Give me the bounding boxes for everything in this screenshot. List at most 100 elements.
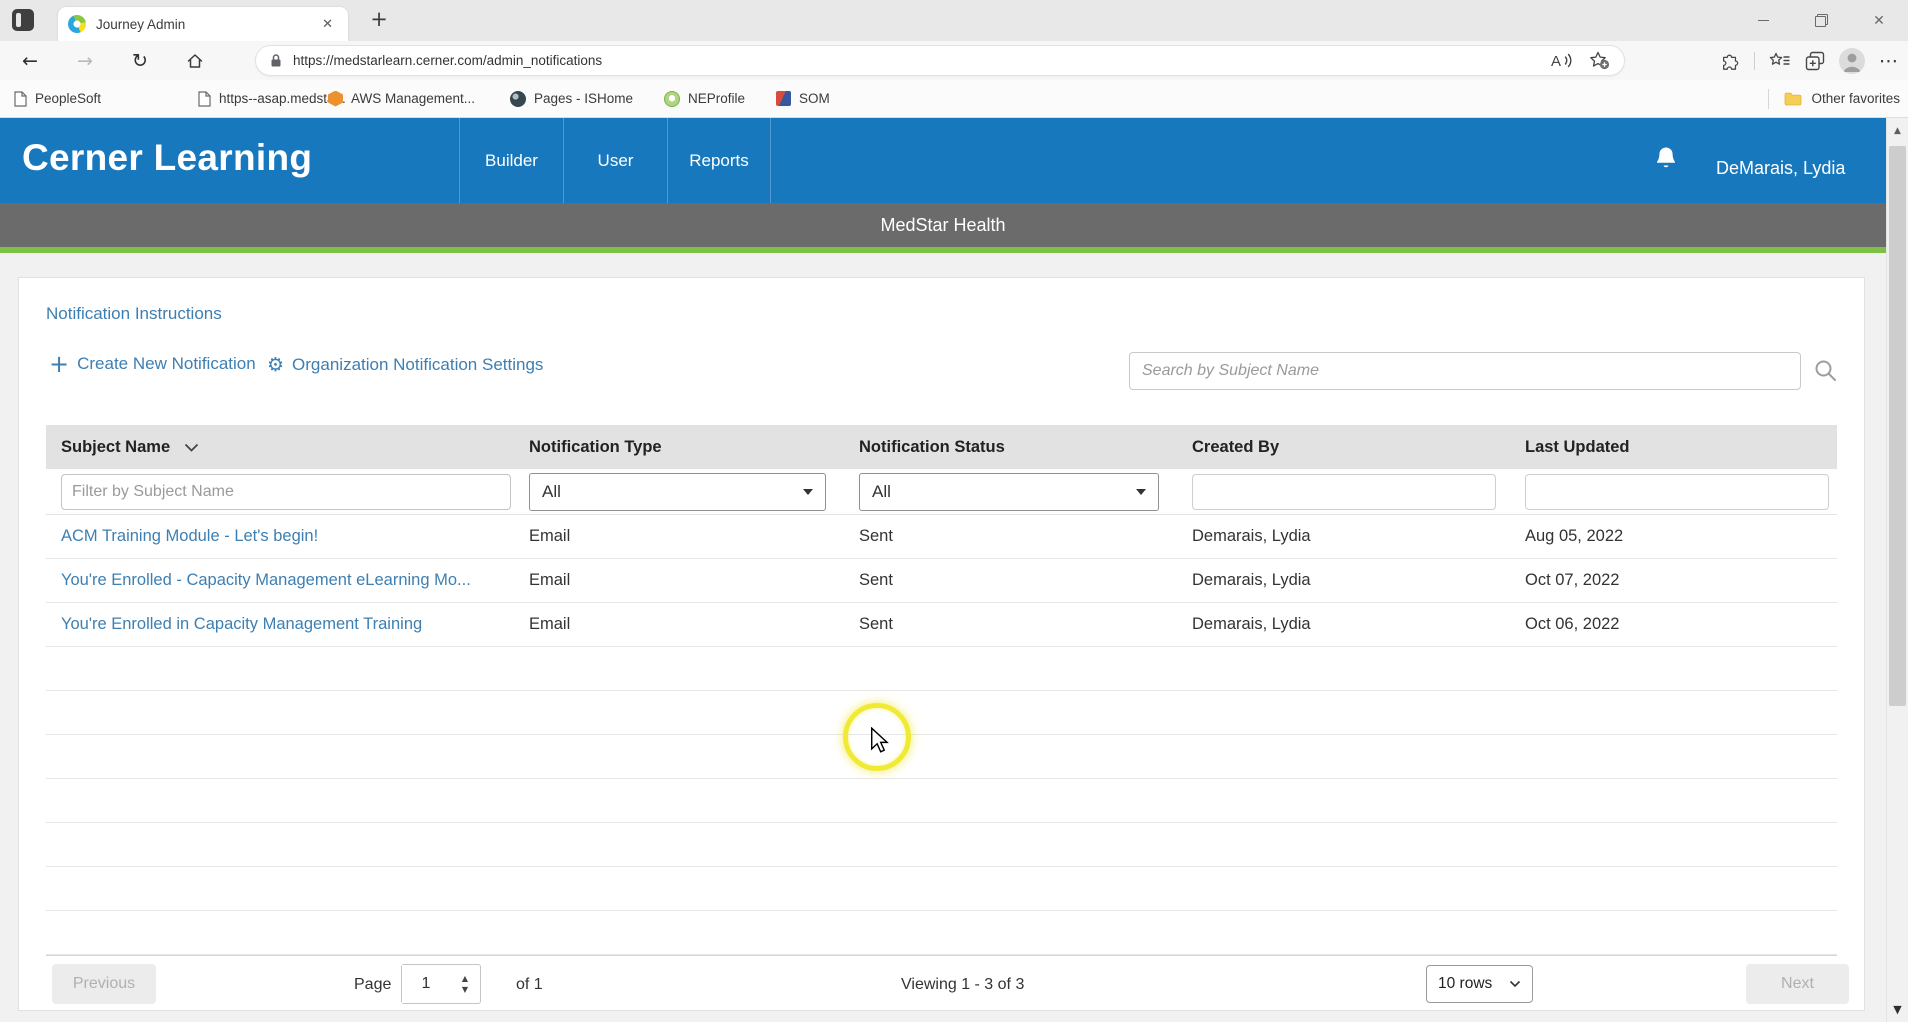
page-count-label: of 1 xyxy=(516,976,543,993)
page-number-input[interactable] xyxy=(402,965,450,1003)
cell-status: Sent xyxy=(859,615,893,633)
cell-type: Email xyxy=(529,615,571,633)
cell-status: Sent xyxy=(859,527,893,545)
app-header: Cerner Learning Builder User Reports DeM… xyxy=(0,118,1886,203)
browser-tab[interactable]: Journey Admin ✕ xyxy=(58,7,348,41)
extensions-button[interactable] xyxy=(1720,51,1740,71)
scroll-up-icon[interactable]: ▲ xyxy=(1894,126,1901,136)
bookmark-aws-management[interactable]: AWS Management... xyxy=(328,80,475,117)
nav-user[interactable]: User xyxy=(563,118,667,203)
forward-button[interactable]: → xyxy=(77,49,93,72)
new-tab-button[interactable]: + xyxy=(370,7,388,31)
brand-logo[interactable]: Cerner Learning xyxy=(22,137,313,178)
column-header-notification-status[interactable]: Notification Status xyxy=(859,437,1005,456)
chevron-down-icon xyxy=(1509,980,1521,988)
search-input[interactable] xyxy=(1129,352,1801,390)
spinner-arrows[interactable]: ▲ ▼ xyxy=(450,973,480,994)
cell-last-updated: Oct 06, 2022 xyxy=(1525,615,1620,633)
filter-last-updated-input[interactable] xyxy=(1525,473,1829,510)
collections-button[interactable] xyxy=(1805,51,1825,71)
tab-close-icon[interactable]: ✕ xyxy=(322,16,333,32)
subject-link[interactable]: ACM Training Module - Let's begin! xyxy=(61,527,319,545)
settings-more-button[interactable]: ⋯ xyxy=(1879,49,1898,72)
user-menu[interactable]: DeMarais, Lydia xyxy=(1716,158,1846,178)
spinner-down-icon[interactable]: ▼ xyxy=(461,984,469,994)
column-header-last-updated[interactable]: Last Updated xyxy=(1525,437,1630,456)
page-number-spinner[interactable]: ▲ ▼ xyxy=(401,964,481,1004)
tab-actions-menu-icon[interactable] xyxy=(12,9,34,31)
page-icon xyxy=(198,90,211,107)
next-page-button[interactable]: Next xyxy=(1746,964,1849,1004)
address-bar[interactable]: https://medstarlearn.cerner.com/admin_no… xyxy=(255,45,1625,76)
refresh-button[interactable]: ↻ xyxy=(132,49,148,72)
toolbar-divider xyxy=(1754,51,1755,70)
page-title-link[interactable]: Notification Instructions xyxy=(46,304,222,323)
tab-strip: Journey Admin ✕ + ✕ xyxy=(0,0,1908,41)
subject-link[interactable]: You're Enrolled - Capacity Management eL… xyxy=(61,571,471,589)
favorites-button[interactable] xyxy=(1769,52,1791,69)
notifications-bell-button[interactable] xyxy=(1655,146,1677,173)
lock-icon xyxy=(271,54,281,67)
previous-page-button[interactable]: Previous xyxy=(52,964,156,1004)
cell-type: Email xyxy=(529,571,571,589)
other-favorites[interactable]: Other favorites xyxy=(1768,80,1900,117)
subject-link[interactable]: You're Enrolled in Capacity Management T… xyxy=(61,615,423,633)
sort-desc-chevron-icon xyxy=(184,443,199,452)
create-notification-button[interactable]: + Create New Notification xyxy=(49,350,256,378)
read-aloud-button[interactable]: A xyxy=(1551,52,1573,69)
table-filter-row: All All xyxy=(46,469,1837,515)
table-row: You're Enrolled in Capacity Management T… xyxy=(46,603,1837,647)
minimize-button[interactable] xyxy=(1734,0,1792,41)
main-nav: Builder User Reports xyxy=(459,118,771,203)
accent-line xyxy=(0,247,1886,253)
cell-type: Email xyxy=(529,527,571,545)
cell-created-by: Demarais, Lydia xyxy=(1192,615,1311,633)
column-header-created-by[interactable]: Created By xyxy=(1192,437,1280,456)
filter-type-select[interactable]: All xyxy=(529,472,826,511)
create-notification-label: Create New Notification xyxy=(77,354,256,373)
spinner-up-icon[interactable]: ▲ xyxy=(461,973,469,983)
page-label: Page xyxy=(354,976,392,993)
profile-button[interactable] xyxy=(1839,47,1865,74)
plus-icon: + xyxy=(49,350,70,378)
bookmarks-bar: PeopleSoft https--asap.medsta... AWS Man… xyxy=(0,80,1908,118)
minimize-icon xyxy=(1757,20,1769,21)
ishome-icon xyxy=(510,90,526,107)
restore-button[interactable] xyxy=(1792,0,1850,41)
nav-builder[interactable]: Builder xyxy=(459,118,563,203)
rows-per-page-select[interactable]: 10 rows xyxy=(1426,965,1533,1003)
back-button[interactable]: ← xyxy=(22,49,38,72)
bookmark-label: NEProfile xyxy=(688,91,746,106)
bookmark-som[interactable]: SOM xyxy=(776,80,830,117)
page-scrollbar[interactable]: ▲ ▼ xyxy=(1886,118,1908,1022)
pagination-bar: Previous Page ▲ ▼ of 1 Viewing 1 - 3 of … xyxy=(46,955,1849,1011)
empty-row xyxy=(46,823,1837,867)
filter-subject-input[interactable] xyxy=(61,473,511,510)
empty-row xyxy=(46,911,1837,955)
cell-created-by: Demarais, Lydia xyxy=(1192,527,1311,545)
bookmark-neprofile[interactable]: NEProfile xyxy=(664,80,745,117)
cell-last-updated: Aug 05, 2022 xyxy=(1525,527,1624,545)
home-button[interactable] xyxy=(178,44,212,77)
column-header-notification-type[interactable]: Notification Type xyxy=(529,437,662,456)
search-icon xyxy=(1815,360,1836,381)
filter-created-by-input[interactable] xyxy=(1192,473,1496,510)
add-favorite-button[interactable] xyxy=(1589,51,1610,70)
url-text: https://medstarlearn.cerner.com/admin_no… xyxy=(293,53,603,68)
bookmark-asap-medstar[interactable]: https--asap.medsta... xyxy=(198,80,346,117)
nav-reports[interactable]: Reports xyxy=(667,118,771,203)
read-aloud-icon: A xyxy=(1551,53,1572,69)
cell-last-updated: Oct 07, 2022 xyxy=(1525,571,1620,589)
filter-status-select[interactable]: All xyxy=(859,472,1159,511)
window-close-button[interactable]: ✕ xyxy=(1873,12,1885,29)
column-header-subject-name[interactable]: Subject Name xyxy=(46,438,514,457)
org-notification-settings-button[interactable]: ⚙ Organization Notification Settings xyxy=(267,354,543,376)
scroll-down-icon[interactable]: ▼ xyxy=(1893,1002,1902,1016)
scrollbar-thumb[interactable] xyxy=(1889,146,1906,706)
other-favorites-label: Other favorites xyxy=(1811,91,1900,106)
svg-text:A: A xyxy=(1551,53,1561,69)
bookmark-peoplesoft[interactable]: PeopleSoft xyxy=(14,80,101,117)
search-button[interactable] xyxy=(1813,358,1839,384)
rows-per-page-value: 10 rows xyxy=(1438,975,1493,992)
bookmark-pages-ishome[interactable]: Pages - ISHome xyxy=(510,80,633,117)
